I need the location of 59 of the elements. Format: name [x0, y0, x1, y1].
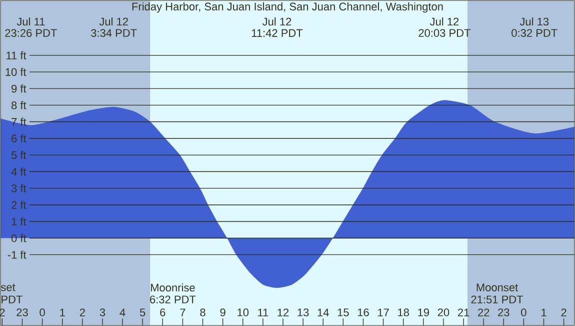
x-tick-label: 9 — [220, 308, 226, 316]
annotation: 21:51 PDT — [471, 296, 524, 304]
annotation: PDT — [2, 296, 22, 304]
x-tick-label: 15 — [338, 308, 349, 316]
x-tick-label: 21 — [458, 308, 470, 316]
annotation: set — [1, 284, 16, 292]
annotation: Moonrise — [151, 283, 195, 292]
annotation: Jul 12 — [99, 17, 128, 26]
annotation: Jul 12 — [262, 17, 292, 26]
annotation: Jul 12 — [430, 17, 459, 26]
x-tick-label: 13 — [298, 308, 309, 316]
y-tick-label: -1 ft — [8, 250, 26, 259]
x-tick-label: 19 — [418, 308, 429, 316]
y-tick-label: 0 ft — [11, 234, 26, 242]
x-tick-label: 4 — [120, 308, 126, 316]
x-tick-label: 2 — [561, 308, 566, 316]
x-tick-label: 6 — [160, 308, 166, 316]
x-tick-label: 2 — [80, 308, 85, 316]
y-tick-label: 9 ft — [12, 84, 26, 93]
y-tick-label: 2 ft — [12, 200, 26, 209]
y-tick-label: 11 ft — [6, 51, 26, 60]
x-tick-label: 14 — [318, 308, 329, 316]
x-tick-label: 16 — [358, 308, 369, 316]
annotation: 6:32 PDT — [150, 296, 196, 304]
x-tick-label: 8 — [200, 308, 206, 316]
annotation: 0:32 PDT — [512, 29, 558, 37]
x-tick-label: 12 — [278, 308, 289, 316]
annotation: Moonset — [476, 284, 518, 292]
x-tick-label: 10 — [238, 308, 249, 316]
x-tick-label: 17 — [378, 308, 389, 316]
y-tick-label: 6 ft — [12, 134, 26, 142]
y-tick-label: 5 ft — [11, 150, 26, 160]
x-tick-label: 2 — [0, 308, 5, 316]
x-tick-label: 7 — [180, 308, 186, 316]
annotation: 20:03 PDT — [418, 29, 470, 37]
y-tick-label: 3 ft — [11, 184, 26, 192]
x-tick-label: 23 — [498, 308, 510, 316]
annotation: Jul 11 — [16, 17, 45, 26]
annotation: 23:26 PDT — [5, 29, 57, 37]
x-tick-label: 23 — [16, 308, 28, 316]
x-tick-label: 0 — [40, 308, 45, 316]
x-tick-label: 11 — [258, 308, 268, 316]
x-tick-label: 20 — [438, 308, 450, 316]
x-tick-label: 3 — [100, 308, 106, 316]
x-tick-label: 0 — [521, 308, 526, 316]
annotation: 11:42 PDT — [252, 29, 303, 37]
y-tick-label: 8 ft — [11, 101, 26, 110]
x-tick-label: 18 — [398, 308, 409, 316]
y-tick-label: 4 ft — [11, 168, 26, 176]
annotation: 3:34 PDT — [91, 29, 137, 37]
y-tick-label: 10 ft — [6, 68, 26, 76]
annotation: Jul 13 — [520, 17, 549, 26]
x-tick-label: 5 — [140, 308, 146, 316]
x-tick-label: 1 — [542, 308, 546, 316]
x-tick-label: 22 — [478, 308, 490, 316]
x-tick-label: 1 — [60, 308, 65, 316]
y-tick-label: 1 ft — [12, 217, 26, 226]
chart-title: Friday Harbor, San Juan Island, San Juan Channel, Washington — [132, 2, 443, 13]
y-tick-label: 7 ft — [12, 118, 26, 126]
